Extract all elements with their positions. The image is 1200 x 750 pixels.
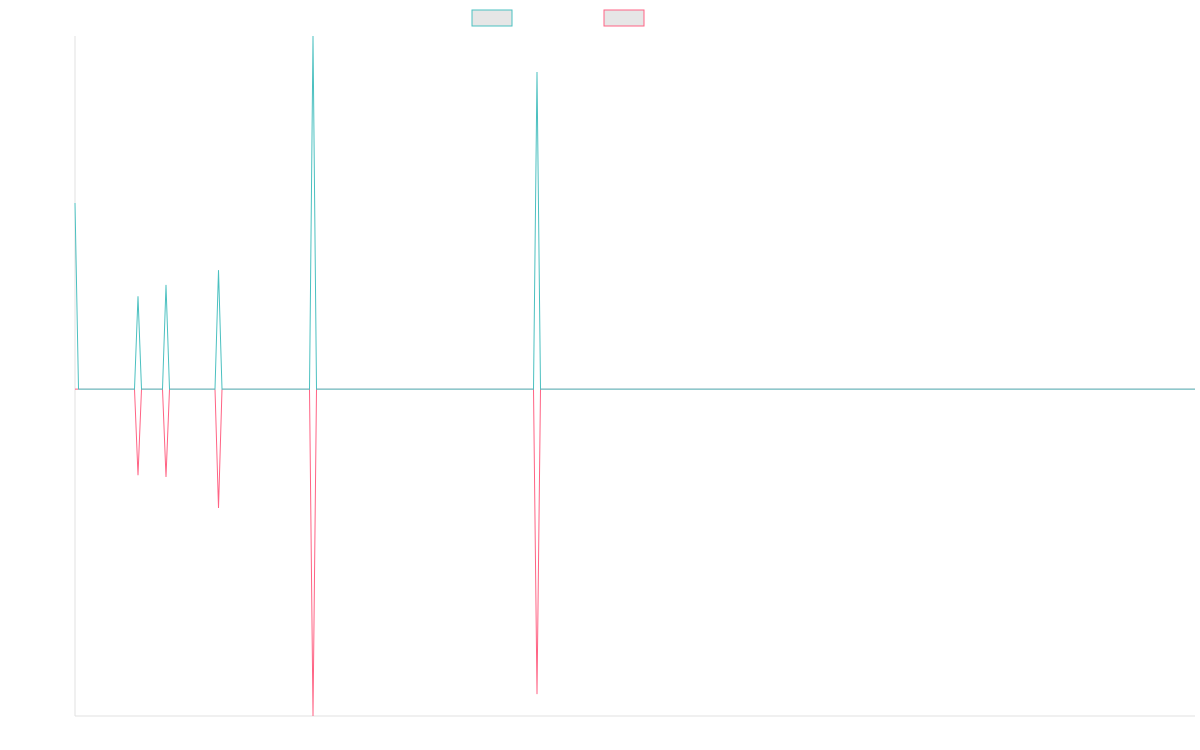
legend-swatch xyxy=(603,9,645,27)
data-line xyxy=(75,388,1195,717)
legend-swatch xyxy=(471,9,513,27)
data-line xyxy=(74,35,1195,390)
